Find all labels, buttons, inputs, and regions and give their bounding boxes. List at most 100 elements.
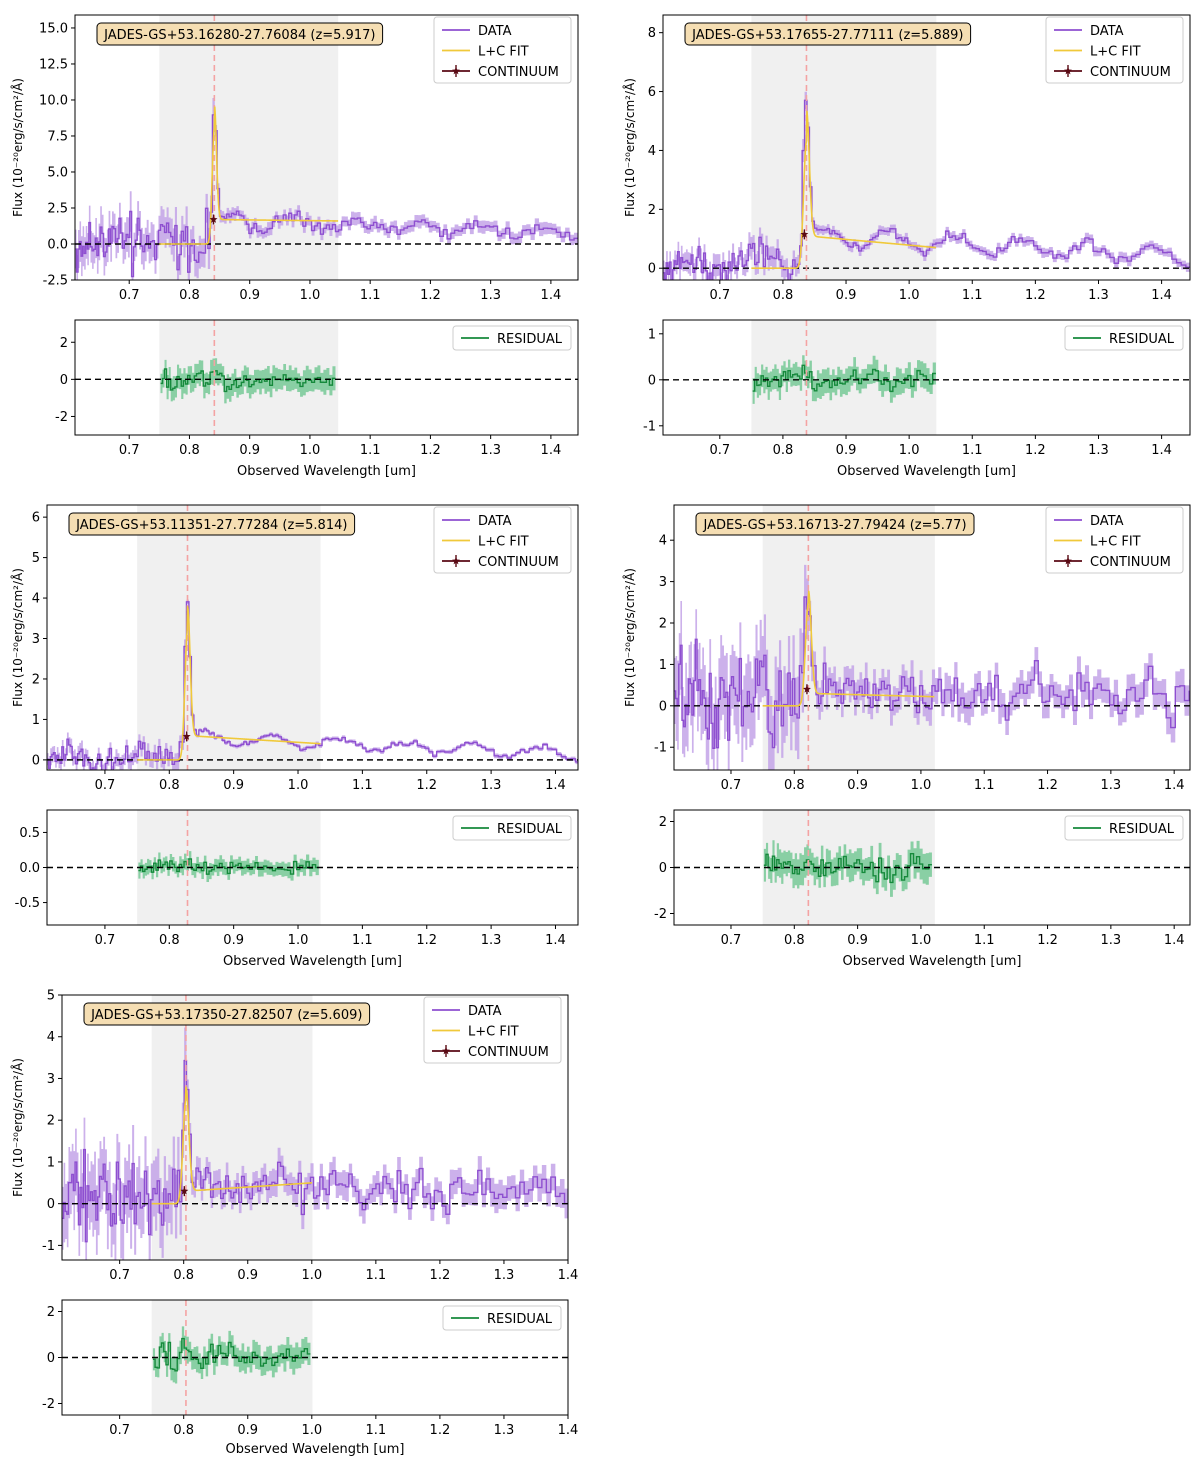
x-tick-label: 1.2	[416, 778, 437, 793]
residual-x-tick-label: 0.8	[159, 933, 180, 948]
y-tick-label: 12.5	[39, 57, 68, 72]
spectrum-panel-4: 0.7 0.8 0.9 1.0 1.1 1.2 1.3 1.4 -1 0 1 2 3 4 Flux (10⁻…	[622, 504, 1191, 969]
y-tick-label: 5.0	[47, 165, 68, 180]
residual-plot: 0.7 0.8 0.9 1.0 1.1 1.2 1.3 1.4 -2 0 2 Observed Wav…	[55, 319, 579, 479]
residual-y-tick-label: -1	[643, 419, 656, 434]
data-series	[674, 596, 1190, 749]
x-tick-label: 1.1	[360, 288, 381, 303]
y-tick-label: 2	[648, 203, 656, 218]
y-tick-label: 2	[32, 672, 40, 687]
residual-plot: 0.7 0.8 0.9 1.0 1.1 1.2 1.3 1.4 -2 0 2 Observed Wav…	[654, 809, 1191, 969]
residual-plot: 0.7 0.8 0.9 1.0 1.1 1.2 1.3 1.4 -1 0 1 Observed Wav…	[643, 319, 1191, 479]
x-tick-label: 1.0	[301, 1268, 322, 1283]
residual-y-tick-label: 2	[659, 815, 667, 830]
svg-text:JADES-GS+53.16713-27.79424 (z=: JADES-GS+53.16713-27.79424 (z=5.77)	[702, 518, 966, 533]
residual-legend: RESIDUAL	[1064, 815, 1184, 841]
y-tick-label: 4	[47, 1030, 55, 1045]
x-tick-label: 0.7	[109, 1268, 130, 1283]
x-axis-label: Observed Wavelength [um]	[837, 464, 1016, 479]
residual-y-tick-label: -2	[654, 907, 667, 922]
y-tick-label: 0	[47, 1197, 55, 1212]
y-tick-label: 3	[659, 575, 667, 590]
residual-y-tick-label: 0.5	[19, 826, 40, 841]
continuum-point	[800, 230, 809, 238]
x-tick-label: 1.4	[1151, 288, 1172, 303]
spectrum-panel-2: 0.7 0.8 0.9 1.0 1.1 1.2 1.3 1.4 0 2 4 6 8 Flux (10⁻²⁰…	[622, 14, 1191, 479]
residual-x-tick-label: 1.1	[366, 1423, 387, 1438]
residual-x-tick-label: 1.1	[360, 443, 381, 458]
residual-x-tick-label: 1.0	[301, 1423, 322, 1438]
x-tick-label: 0.9	[836, 288, 857, 303]
residual-x-tick-label: 1.1	[962, 443, 983, 458]
x-tick-label: 0.9	[239, 288, 260, 303]
y-axis-label: Flux (10⁻²⁰erg/s/cm²/Å)	[622, 78, 637, 217]
residual-plot: 0.7 0.8 0.9 1.0 1.1 1.2 1.3 1.4 -0.5 0.0 0.5 Observ…	[15, 809, 579, 969]
x-axis-label: Observed Wavelength [um]	[223, 954, 402, 969]
y-tick-label: -1	[654, 741, 667, 756]
x-tick-label: 1.0	[300, 288, 321, 303]
legend-entry: CONTINUUM	[1090, 555, 1171, 570]
y-tick-label: 3	[32, 632, 40, 647]
legend-entry: RESIDUAL	[1109, 822, 1175, 837]
residual-y-tick-label: -0.5	[15, 896, 40, 911]
legend-entry: L+C FIT	[468, 1025, 519, 1040]
residual-error-band	[138, 851, 319, 883]
x-tick-label: 1.1	[366, 1268, 387, 1283]
svg-text:JADES-GS+53.17655-27.77111 (z=: JADES-GS+53.17655-27.77111 (z=5.889)	[691, 28, 963, 43]
data-error-band	[674, 564, 1190, 770]
residual-x-tick-label: 0.9	[223, 933, 244, 948]
x-tick-label: 0.8	[173, 1268, 194, 1283]
legend-entry: L+C FIT	[478, 535, 529, 550]
main-legend: DATA L+C FIT CONTINUUM	[433, 16, 572, 84]
residual-x-tick-label: 0.7	[109, 1423, 130, 1438]
y-tick-label: 7.5	[47, 129, 68, 144]
legend-entry: DATA	[1090, 514, 1124, 529]
x-tick-label: 0.8	[773, 288, 794, 303]
x-tick-label: 0.8	[159, 778, 180, 793]
y-tick-label: 2	[47, 1114, 55, 1129]
residual-x-tick-label: 1.2	[1025, 443, 1046, 458]
main-plot: 0.7 0.8 0.9 1.0 1.1 1.2 1.3 1.4 -1 0 1 2 3 4 Flux (10⁻…	[622, 504, 1191, 793]
fit-series	[159, 106, 339, 245]
y-tick-label: 0	[648, 262, 656, 277]
residual-y-tick-label: 2	[47, 1305, 55, 1320]
legend-entry: DATA	[468, 1004, 502, 1019]
y-tick-label: 2	[659, 617, 667, 632]
svg-text:JADES-GS+53.16280-27.76084 (z=: JADES-GS+53.16280-27.76084 (z=5.917)	[103, 28, 375, 43]
data-series	[663, 99, 1190, 280]
residual-x-tick-label: 1.3	[480, 443, 501, 458]
main-axes-frame	[46, 504, 579, 771]
fit-series	[762, 590, 935, 707]
object-title: JADES-GS+53.11351-27.77284 (z=5.814)	[68, 512, 356, 536]
legend-entry: L+C FIT	[1090, 45, 1141, 60]
y-tick-label: 2.5	[47, 201, 68, 216]
fit-series	[151, 1086, 313, 1205]
y-tick-label: 0	[32, 753, 40, 768]
residual-y-tick-label: -2	[42, 1397, 55, 1412]
residual-series	[160, 368, 336, 393]
x-tick-label: 1.1	[352, 778, 373, 793]
x-tick-label: 1.4	[558, 1268, 579, 1283]
residual-x-tick-label: 1.2	[430, 1423, 451, 1438]
y-tick-label: -1	[42, 1239, 55, 1254]
y-axis-label: Flux (10⁻²⁰erg/s/cm²/Å)	[10, 78, 25, 217]
legend-entry: CONTINUUM	[478, 555, 559, 570]
residual-x-tick-label: 1.2	[420, 443, 441, 458]
object-title: JADES-GS+53.16713-27.79424 (z=5.77)	[695, 512, 975, 536]
x-tick-label: 1.3	[1088, 288, 1109, 303]
main-plot: 0.7 0.8 0.9 1.0 1.1 1.2 1.3 1.4 -2.5 0.0 2.5 5.0 7.5…	[10, 14, 579, 303]
residual-x-tick-label: 1.4	[558, 1423, 579, 1438]
y-tick-label: 1	[659, 658, 667, 673]
residual-legend: RESIDUAL	[1064, 325, 1184, 351]
y-tick-label: 15.0	[39, 21, 68, 36]
legend-entry: RESIDUAL	[497, 822, 563, 837]
continuum-point	[209, 215, 218, 223]
legend-entry: DATA	[478, 514, 512, 529]
x-tick-label: 1.3	[480, 288, 501, 303]
main-plot: 0.7 0.8 0.9 1.0 1.1 1.2 1.3 1.4 0 1 2 3 4 5 6 Flux (10⁻…	[10, 504, 579, 793]
y-tick-label: 10.0	[39, 93, 68, 108]
x-tick-label: 1.2	[430, 1268, 451, 1283]
data-error-band	[47, 599, 578, 770]
y-tick-label: 4	[32, 592, 40, 607]
